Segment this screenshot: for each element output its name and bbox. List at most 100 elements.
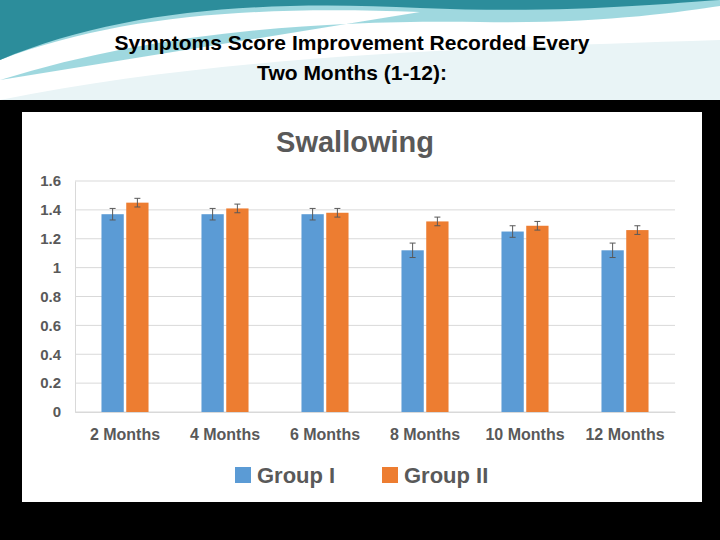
- error-bar-stem: [312, 208, 313, 220]
- error-bar-stem: [212, 208, 213, 220]
- error-bar: [310, 208, 316, 220]
- error-bar-cap: [534, 221, 540, 222]
- x-tick-label: 8 Months: [390, 426, 460, 443]
- bar: [626, 230, 648, 412]
- slide-title-line: Symptoms Score Improvement Recorded Ever…: [114, 31, 589, 54]
- error-bar-cap: [410, 243, 416, 244]
- y-tick-label: 0.2: [40, 374, 61, 391]
- y-tick: 1.6: [40, 172, 75, 189]
- grid-line: [75, 296, 675, 297]
- error-bar-cap: [310, 219, 316, 220]
- error-bar: [510, 226, 516, 238]
- error-bar-stem: [437, 217, 438, 226]
- x-tick-label: 10 Months: [485, 426, 564, 443]
- grid-line: [75, 209, 675, 210]
- x-axis-line: [76, 412, 676, 413]
- bar: [526, 226, 548, 412]
- error-bar-stem: [612, 243, 613, 257]
- error-bar: [110, 208, 116, 220]
- grid-line: [75, 412, 675, 413]
- error-bar-cap: [634, 225, 640, 226]
- error-bar-stem: [112, 208, 113, 220]
- error-bar-cap: [434, 217, 440, 218]
- grid-line: [75, 238, 675, 239]
- bar: [126, 203, 148, 412]
- y-tick-label: 0.8: [40, 288, 61, 305]
- x-tick-label: 12 Months: [585, 426, 664, 443]
- error-bar-cap: [210, 219, 216, 220]
- grid-line: [75, 354, 675, 355]
- error-bar-cap: [210, 208, 216, 209]
- header: Symptoms Score Improvement Recorded Ever…: [0, 0, 720, 100]
- header-band: [0, 0, 720, 100]
- error-bar-cap: [410, 257, 416, 258]
- error-bar-stem: [537, 221, 538, 230]
- slide: Symptoms Score Improvement Recorded Ever…: [0, 0, 720, 540]
- y-axis: 00.20.40.60.811.21.41.6: [40, 172, 75, 420]
- error-bar-cap: [634, 234, 640, 235]
- y-tick-label: 1.4: [40, 201, 62, 218]
- x-tick: 10 Months: [485, 412, 564, 443]
- error-bar: [334, 208, 340, 217]
- legend-label: Group II: [404, 463, 488, 488]
- slide-title: Symptoms Score Improvement Recorded Ever…: [114, 31, 589, 84]
- error-bar: [410, 243, 416, 257]
- error-bar-cap: [234, 212, 240, 213]
- bar: [401, 250, 423, 412]
- error-bar-cap: [610, 257, 616, 258]
- chart-title: Swallowing: [276, 126, 434, 158]
- error-bar-cap: [134, 198, 140, 199]
- error-bar-cap: [134, 206, 140, 207]
- error-bar-stem: [337, 208, 338, 217]
- y-tick-label: 1.6: [40, 172, 61, 189]
- error-bar-stem: [637, 226, 638, 235]
- series: [126, 198, 648, 412]
- error-bar-cap: [434, 225, 440, 226]
- x-tick: 8 Months: [390, 412, 460, 443]
- y-tick-label: 1.2: [40, 230, 61, 247]
- error-bar-cap: [334, 217, 340, 218]
- legend-swatch: [235, 467, 251, 483]
- y-tick-label: 0: [53, 403, 61, 420]
- error-bar-cap: [510, 237, 516, 238]
- error-bar-cap: [610, 243, 616, 244]
- y-axis-line: [75, 182, 76, 413]
- error-bar: [434, 217, 440, 226]
- error-bar-cap: [510, 225, 516, 226]
- error-bar-stem: [512, 226, 513, 238]
- x-axis: 2 Months 4 Months 6 Months 8 Months 10 Month…: [76, 412, 676, 443]
- grid-line: [75, 267, 675, 268]
- slide-title-line: Two Months (1-12):: [257, 61, 447, 84]
- error-bar: [634, 226, 640, 235]
- chart-panel: [22, 112, 702, 502]
- x-tick-label: 2 Months: [90, 426, 160, 443]
- legend-item: Group I: [235, 463, 335, 488]
- bar: [601, 250, 623, 412]
- y-tick-label: 0.4: [40, 346, 62, 363]
- error-bar-stem: [237, 204, 238, 213]
- error-bar-cap: [310, 208, 316, 209]
- error-bar-cap: [334, 208, 340, 209]
- bar: [301, 214, 323, 412]
- error-bar-stem: [137, 198, 138, 207]
- y-tick: 0.4: [40, 346, 75, 363]
- bar: [501, 232, 523, 412]
- y-tick-label: 1: [53, 259, 61, 276]
- error-bar-cap: [234, 204, 240, 205]
- x-tick: 4 Months: [190, 412, 260, 443]
- error-bar: [134, 198, 140, 207]
- y-tick: 1.2: [40, 230, 75, 247]
- plot-area: [101, 198, 648, 412]
- x-tick-label: 6 Months: [290, 426, 360, 443]
- error-bar-stem: [412, 243, 413, 257]
- y-tick: 1: [53, 259, 75, 276]
- error-bar: [534, 221, 540, 230]
- x-tick: 12 Months: [585, 412, 664, 443]
- legend: Group I Group II: [235, 463, 488, 488]
- y-tick: 0: [53, 403, 75, 420]
- bar: [101, 214, 123, 412]
- legend-item: Group II: [382, 463, 488, 488]
- bar: [201, 214, 223, 412]
- legend-label: Group I: [257, 463, 335, 488]
- error-bar-cap: [110, 208, 116, 209]
